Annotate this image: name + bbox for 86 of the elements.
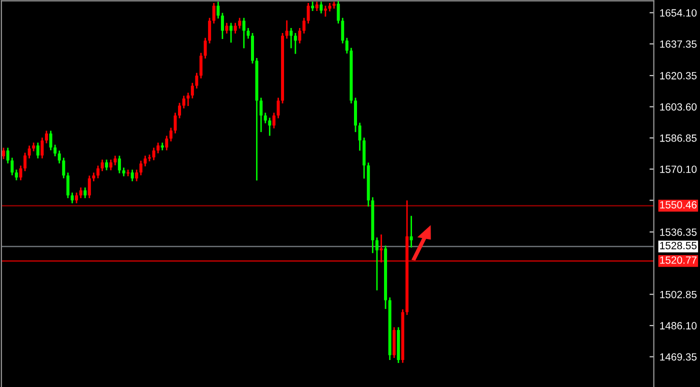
candlestick [276,97,280,119]
candlestick [306,2,310,24]
candlestick [105,158,108,171]
y-tick-label: 1654.10 [660,9,697,17]
candlestick [298,27,302,44]
candlestick [246,27,250,40]
y-tick-label: 1570.10 [660,166,697,173]
y-tick-label: 1603.60 [660,103,697,111]
candlestick [199,52,202,80]
candlestick [186,92,190,107]
candlestick [24,152,27,172]
candlestick [156,142,160,154]
candlestick [290,27,293,49]
candlestick [234,22,237,34]
candlestick [174,112,177,134]
y-tick-label: 1469.35 [660,353,697,361]
candlestick [88,174,91,199]
candlestick [225,22,228,34]
candlestick [264,112,267,124]
y-tick-label: 1620.35 [660,72,697,80]
candlestick [285,20,288,40]
candlestick [358,122,362,152]
candlestick [230,22,233,44]
candlestick [84,186,87,199]
candlestick [135,168,138,182]
candlestick [49,130,52,152]
candlestick [345,37,348,54]
y-tick-label: 1586.85 [660,134,697,142]
candlestick [190,82,194,100]
candlestick [62,157,66,179]
candlestick [272,112,276,130]
candlestick [152,147,156,161]
candlestick [178,102,182,119]
candlestick [19,164,22,181]
ref-line-label: 1528.55 [660,242,697,250]
candlestick [40,136,44,160]
candlestick [212,2,216,24]
candlestick [114,155,117,166]
candlestick [130,168,134,182]
candlestick [182,95,186,110]
candlestick [341,17,344,44]
y-tick-label: 1486.10 [660,322,697,330]
candlestick [375,236,378,292]
y-tick-label: 1502.85 [660,290,697,298]
candlestick [28,144,31,160]
candlestick [36,142,40,160]
candlestick [2,147,6,160]
candlestick [58,150,61,164]
candlestick [66,172,70,199]
candlestick [79,186,82,199]
candlestick [10,157,14,176]
candlestick [54,144,57,157]
candlestick [6,147,10,164]
candlestick [380,234,383,264]
candlestick [242,17,246,49]
candlestick [336,0,340,24]
candlestick [195,72,198,90]
candlestick [14,168,18,181]
candlestick [410,215,413,248]
ref-line-label: 1520.77 [660,256,696,264]
candlestick [70,192,74,204]
candlestick [144,155,147,168]
ref-line-label: 1550.46 [660,201,697,208]
candlestick [238,17,242,30]
candlestick [204,37,207,60]
candlestick [208,17,212,44]
candlestick [165,135,168,152]
candlestick [169,127,172,142]
candlestick [260,97,263,133]
candlestick [109,158,112,171]
candlestick [302,17,306,34]
candlestick [268,117,272,136]
candlestick [96,164,100,179]
candlestick [320,1,323,14]
candlestick [44,130,48,144]
y-tick-label: 1637.35 [660,40,697,48]
candlestick [139,160,142,176]
candlestick [315,1,318,12]
candlestick [100,158,104,172]
y-tick-label: 1536.35 [660,228,697,236]
candlestick [118,155,121,174]
candlestick [220,12,224,40]
candlestick [216,1,220,20]
candlestick [75,192,78,204]
candlestick [294,32,297,55]
candlestick [324,5,327,18]
